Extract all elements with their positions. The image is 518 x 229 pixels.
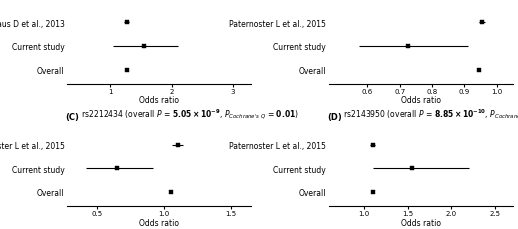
X-axis label: Odds ratio: Odds ratio	[139, 218, 179, 226]
Text: rs2143950 (overall $P$ = $\mathbf{8.85\times10^{-10}}$, $P_{\it{Cochrane's\ Q}}$: rs2143950 (overall $P$ = $\mathbf{8.85\t…	[341, 107, 518, 121]
Text: (D): (D)	[327, 112, 342, 121]
X-axis label: Odds ratio: Odds ratio	[401, 218, 441, 226]
X-axis label: Odds ratio: Odds ratio	[401, 96, 441, 105]
X-axis label: Odds ratio: Odds ratio	[139, 96, 179, 105]
Text: (C): (C)	[65, 112, 79, 121]
Text: rs2212434 (overall $P$ = $\mathbf{5.05\times10^{-9}}$, $P_{\it{Cochrane's\ Q}}$ : rs2212434 (overall $P$ = $\mathbf{5.05\t…	[79, 107, 299, 121]
